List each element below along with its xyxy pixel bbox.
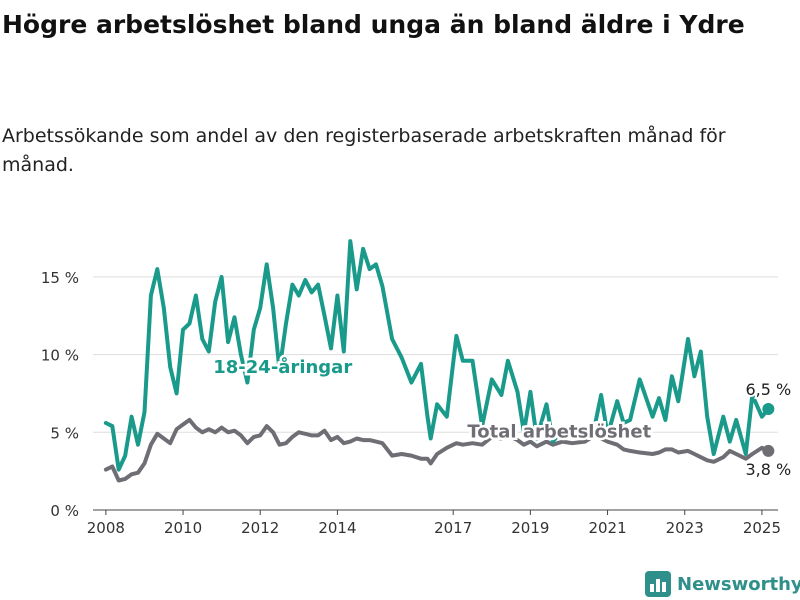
total-end-point: [762, 444, 775, 457]
x-tick-label: 2012: [241, 519, 279, 537]
y-tick-label: 15 %: [41, 269, 79, 287]
total-series-label: Total arbetslöshet: [467, 422, 651, 443]
newsworthy-logo: Newsworthy: [645, 570, 800, 598]
y-tick-label: 10 %: [41, 347, 79, 365]
y-tick-label: 0 %: [50, 502, 79, 520]
x-tick-label: 2019: [511, 519, 549, 537]
total-series-line: [103, 417, 771, 483]
x-tick-label: 2017: [434, 519, 472, 537]
total-end-label: 3,8 %: [745, 460, 791, 479]
chart-subtitle: Arbetssökande som andel av den registerb…: [2, 125, 726, 176]
x-tick-label: 2025: [743, 519, 781, 537]
y-tick-label: 5 %: [50, 424, 79, 442]
chart-title: Högre arbetslöshet bland unga än bland ä…: [2, 10, 745, 39]
youth-end-label: 6,5 %: [745, 380, 791, 399]
x-tick-label: 2021: [588, 519, 626, 537]
brand-name: Newsworthy: [677, 573, 800, 595]
youth-end-point: [762, 402, 775, 415]
x-tick-label: 2023: [666, 519, 704, 537]
x-tick-label: 2014: [318, 519, 356, 537]
youth-series-line: [103, 239, 771, 472]
bar-chart-logo-icon: [645, 571, 671, 597]
youth-series-label: 18-24-åringar: [213, 356, 352, 378]
x-tick-label: 2008: [87, 519, 125, 537]
x-tick-label: 2010: [164, 519, 202, 537]
